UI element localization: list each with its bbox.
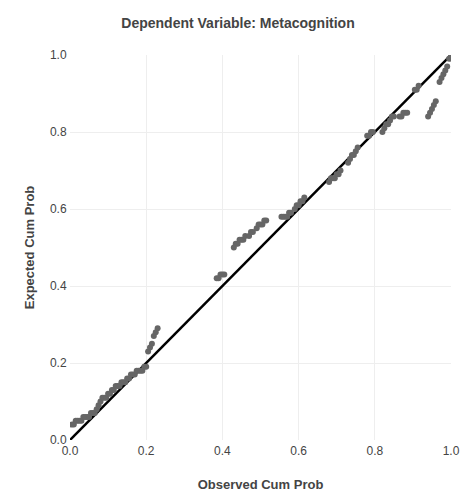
svg-text:0.6: 0.6 bbox=[290, 444, 307, 458]
svg-text:0.6: 0.6 bbox=[50, 202, 67, 216]
svg-text:0.8: 0.8 bbox=[366, 444, 383, 458]
svg-text:Expected Cum Prob: Expected Cum Prob bbox=[22, 186, 37, 310]
svg-text:0.8: 0.8 bbox=[50, 125, 67, 139]
svg-text:0.4: 0.4 bbox=[50, 279, 67, 293]
svg-text:0.4: 0.4 bbox=[214, 444, 231, 458]
svg-text:0.0: 0.0 bbox=[50, 433, 67, 447]
svg-text:1.0: 1.0 bbox=[443, 444, 460, 458]
svg-text:0.2: 0.2 bbox=[50, 356, 67, 370]
svg-text:1.0: 1.0 bbox=[50, 48, 67, 62]
svg-text:Observed Cum Prob: Observed Cum Prob bbox=[198, 477, 324, 492]
svg-text:Dependent Variable: Metacognit: Dependent Variable: Metacognition bbox=[121, 15, 354, 31]
svg-text:0.0: 0.0 bbox=[62, 444, 79, 458]
svg-text:0.2: 0.2 bbox=[138, 444, 155, 458]
